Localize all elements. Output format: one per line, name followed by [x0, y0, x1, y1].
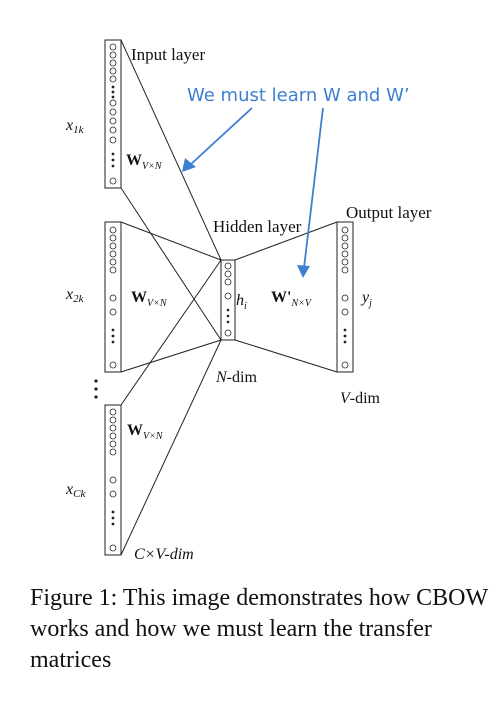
w1-label: WV×N	[126, 152, 163, 172]
cbow-diagram: Input layer Hidden layer Output layer We…	[0, 0, 504, 580]
hidden-dots	[227, 309, 230, 324]
input-vector-c	[105, 405, 121, 555]
inputs-ellipsis	[94, 379, 97, 398]
w2-label: WV×N	[131, 289, 168, 309]
hidden-layer-label: Hidden layer	[213, 217, 302, 236]
input-c-dots	[112, 511, 115, 526]
figure-caption: Figure 1: This image demonstrates how CB…	[30, 583, 490, 676]
x1k-label: x1k	[65, 117, 85, 136]
n-dim-label: N-dim	[215, 369, 257, 386]
h-label: hi	[236, 292, 247, 312]
input-2-dots	[112, 329, 115, 344]
cv-dim-label: C×V-dim	[134, 546, 194, 563]
wc-label: WV×N	[127, 422, 164, 442]
y-label: yj	[360, 289, 372, 309]
annotation-text: We must learn W and W’	[187, 85, 410, 106]
v-dim-label: V-dim	[340, 390, 381, 407]
input-layer-label: Input layer	[131, 45, 205, 64]
wprime-label: W'N×V	[271, 289, 313, 309]
input-vector-2	[105, 222, 121, 372]
x2k-label: x2k	[65, 286, 85, 305]
output-dots	[344, 329, 347, 344]
hidden-vector	[221, 260, 235, 340]
xck-label: xCk	[65, 481, 86, 500]
annotation-arrows	[182, 108, 323, 278]
output-layer-label: Output layer	[346, 203, 432, 222]
output-vector	[337, 222, 353, 372]
